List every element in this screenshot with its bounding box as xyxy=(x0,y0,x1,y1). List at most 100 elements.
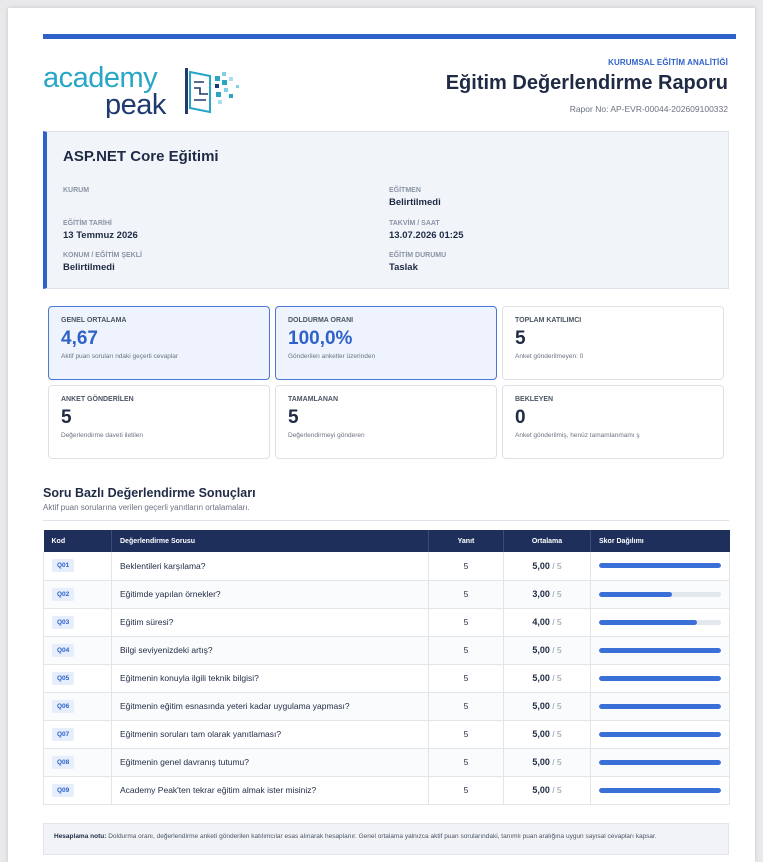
question-code-badge: Q07 xyxy=(52,727,75,741)
average-max: / 5 xyxy=(552,785,562,795)
cell-score xyxy=(590,552,730,581)
card-surveys-sent: ANKET GÖNDERİLEN 5 Değerlendirme daveti … xyxy=(48,385,270,459)
cell-average: 5,00 / 5 xyxy=(503,720,591,749)
table-row: Q02 Eğitimde yapılan örnekler? 5 3,00 / 5 xyxy=(43,580,730,609)
cell-answers: 5 xyxy=(428,748,504,777)
cell-answers: 5 xyxy=(428,776,504,805)
cell-answers: 5 xyxy=(428,692,504,721)
cell-answers: 5 xyxy=(428,608,504,637)
cell-score xyxy=(590,748,730,777)
cell-code: Q09 xyxy=(43,776,112,805)
cell-score xyxy=(590,692,730,721)
card-fill-rate: DOLDURMA ORANI 100,0% Gönderilen anketle… xyxy=(275,306,497,380)
report-title: Eğitim Değerlendirme Raporu xyxy=(445,72,728,94)
card-total-participants: TOPLAM KATILIMCI 5 Anket gönderilmeyen: … xyxy=(502,306,724,380)
score-bar xyxy=(599,675,721,681)
cell-score xyxy=(590,776,730,805)
cell-answers: 5 xyxy=(428,552,504,581)
card-completed: TAMAMLANAN 5 Değerlendirmeyi gönderen xyxy=(275,385,497,459)
average-max: / 5 xyxy=(552,729,562,739)
card-overall-average: GENEL ORTALAMA 4,67 Aktif puan soruları … xyxy=(48,306,270,380)
question-code-badge: Q09 xyxy=(52,783,75,797)
table-row: Q08 Eğitmenin genel davranış tutumu? 5 5,00… xyxy=(43,748,730,777)
cell-question: Academy Peak'ten tekrar eğitim almak ist… xyxy=(111,776,429,805)
cell-score xyxy=(590,720,730,749)
cell-question: Eğitmenin konuyla ilgili teknik bilgisi? xyxy=(111,664,429,693)
cell-question: Eğitmenin eğitim esnasında yeteri kadar … xyxy=(111,692,429,721)
cell-score xyxy=(590,636,730,665)
cell-code: Q05 xyxy=(43,664,112,693)
average-max: / 5 xyxy=(552,673,562,683)
card-pending: BEKLEYEN 0 Anket gönderilmiş, henüz tama… xyxy=(502,385,724,459)
table-row: Q06 Eğitmenin eğitim esnasında yeteri kad… xyxy=(43,692,730,721)
cell-answers: 5 xyxy=(428,664,504,693)
col-answers: Yanıt xyxy=(428,530,504,552)
field-status: EĞİTİM DURUMU Taslak xyxy=(389,252,447,273)
cell-average: 5,00 / 5 xyxy=(503,664,591,693)
average-max: / 5 xyxy=(552,560,562,571)
cell-answers: 5 xyxy=(428,580,504,609)
score-bar-fill xyxy=(599,731,721,737)
score-bar-fill xyxy=(599,591,673,597)
col-code: Kod xyxy=(43,530,112,552)
score-bar xyxy=(599,591,721,597)
question-code-badge: Q01 xyxy=(52,559,75,573)
field-training-date: EĞİTİM TARİHİ 13 Temmuz 2026 xyxy=(63,220,138,241)
header-kicker: KURUMSAL EĞİTİM ANALİTİĞİ xyxy=(608,58,728,67)
cell-average: 5,00 / 5 xyxy=(503,636,591,665)
score-bar xyxy=(599,619,721,625)
cell-answers: 5 xyxy=(428,720,504,749)
col-question: Değerlendirme Sorusu xyxy=(111,530,429,552)
question-code-badge: Q08 xyxy=(52,755,75,769)
cell-answers: 5 xyxy=(428,636,504,665)
average-max: / 5 xyxy=(552,617,562,627)
svg-text:peak: peak xyxy=(105,89,167,118)
average-value: 5,00 xyxy=(532,729,550,739)
question-code-badge: Q06 xyxy=(52,699,75,713)
cell-average: 5,00 / 5 xyxy=(503,776,591,805)
score-bar xyxy=(599,647,721,653)
average-max: / 5 xyxy=(552,645,562,655)
col-score-distribution: Skor Dağılımı xyxy=(590,530,730,552)
cell-code: Q07 xyxy=(43,720,112,749)
cell-average: 5,00 / 5 xyxy=(503,692,591,721)
score-bar xyxy=(599,731,721,737)
field-location: KONUM / EĞİTİM ŞEKLİ Belirtilmedi xyxy=(63,252,142,273)
average-value: 5,00 xyxy=(532,560,550,571)
cell-code: Q02 xyxy=(43,580,112,609)
cell-average: 4,00 / 5 xyxy=(503,608,591,637)
cell-question: Eğitmenin genel davranış tutumu? xyxy=(111,748,429,777)
cell-question: Eğitimde yapılan örnekler? xyxy=(111,580,429,609)
question-code-badge: Q05 xyxy=(52,671,75,685)
cell-code: Q06 xyxy=(43,692,112,721)
score-bar-fill xyxy=(599,647,721,653)
cell-question: Eğitim süresi? xyxy=(111,608,429,637)
cell-code: Q01 xyxy=(43,552,112,581)
table-row: Q09 Academy Peak'ten tekrar eğitim almak … xyxy=(43,776,730,805)
score-bar xyxy=(599,563,721,569)
average-value: 5,00 xyxy=(532,701,550,711)
report-page: academy peak KURUMSAL EĞİTİM ANALİTİĞİ E… xyxy=(8,8,755,862)
report-number: Rapor No: AP-EVR-00044-202609100332 xyxy=(569,104,728,114)
cell-score xyxy=(590,664,730,693)
course-info-panel: ASP.NET Core Eğitimi KURUM EĞİTMEN Belir… xyxy=(43,131,729,289)
note-label: Hesaplama notu: xyxy=(54,833,107,840)
cell-score xyxy=(590,580,730,609)
score-bar-fill xyxy=(599,675,721,681)
table-row: Q01 Beklentileri karşılama? 5 5,00 / 5 xyxy=(43,552,730,581)
score-bar-fill xyxy=(599,759,721,765)
cell-question: Beklentileri karşılama? xyxy=(111,552,429,581)
top-accent-bar xyxy=(43,34,736,39)
score-bar-fill xyxy=(599,787,721,793)
average-value: 3,00 xyxy=(532,589,550,599)
cell-code: Q04 xyxy=(43,636,112,665)
table-row: Q03 Eğitim süresi? 5 4,00 / 5 xyxy=(43,608,730,637)
average-value: 5,00 xyxy=(532,673,550,683)
score-bar-fill xyxy=(599,563,721,569)
table-row: Q05 Eğitmenin konuyla ilgili teknik bilgi… xyxy=(43,664,730,693)
average-max: / 5 xyxy=(552,757,562,767)
cell-code: Q03 xyxy=(43,608,112,637)
svg-text:academy: academy xyxy=(43,62,158,94)
score-bar xyxy=(599,759,721,765)
col-average: Ortalama xyxy=(503,530,591,552)
